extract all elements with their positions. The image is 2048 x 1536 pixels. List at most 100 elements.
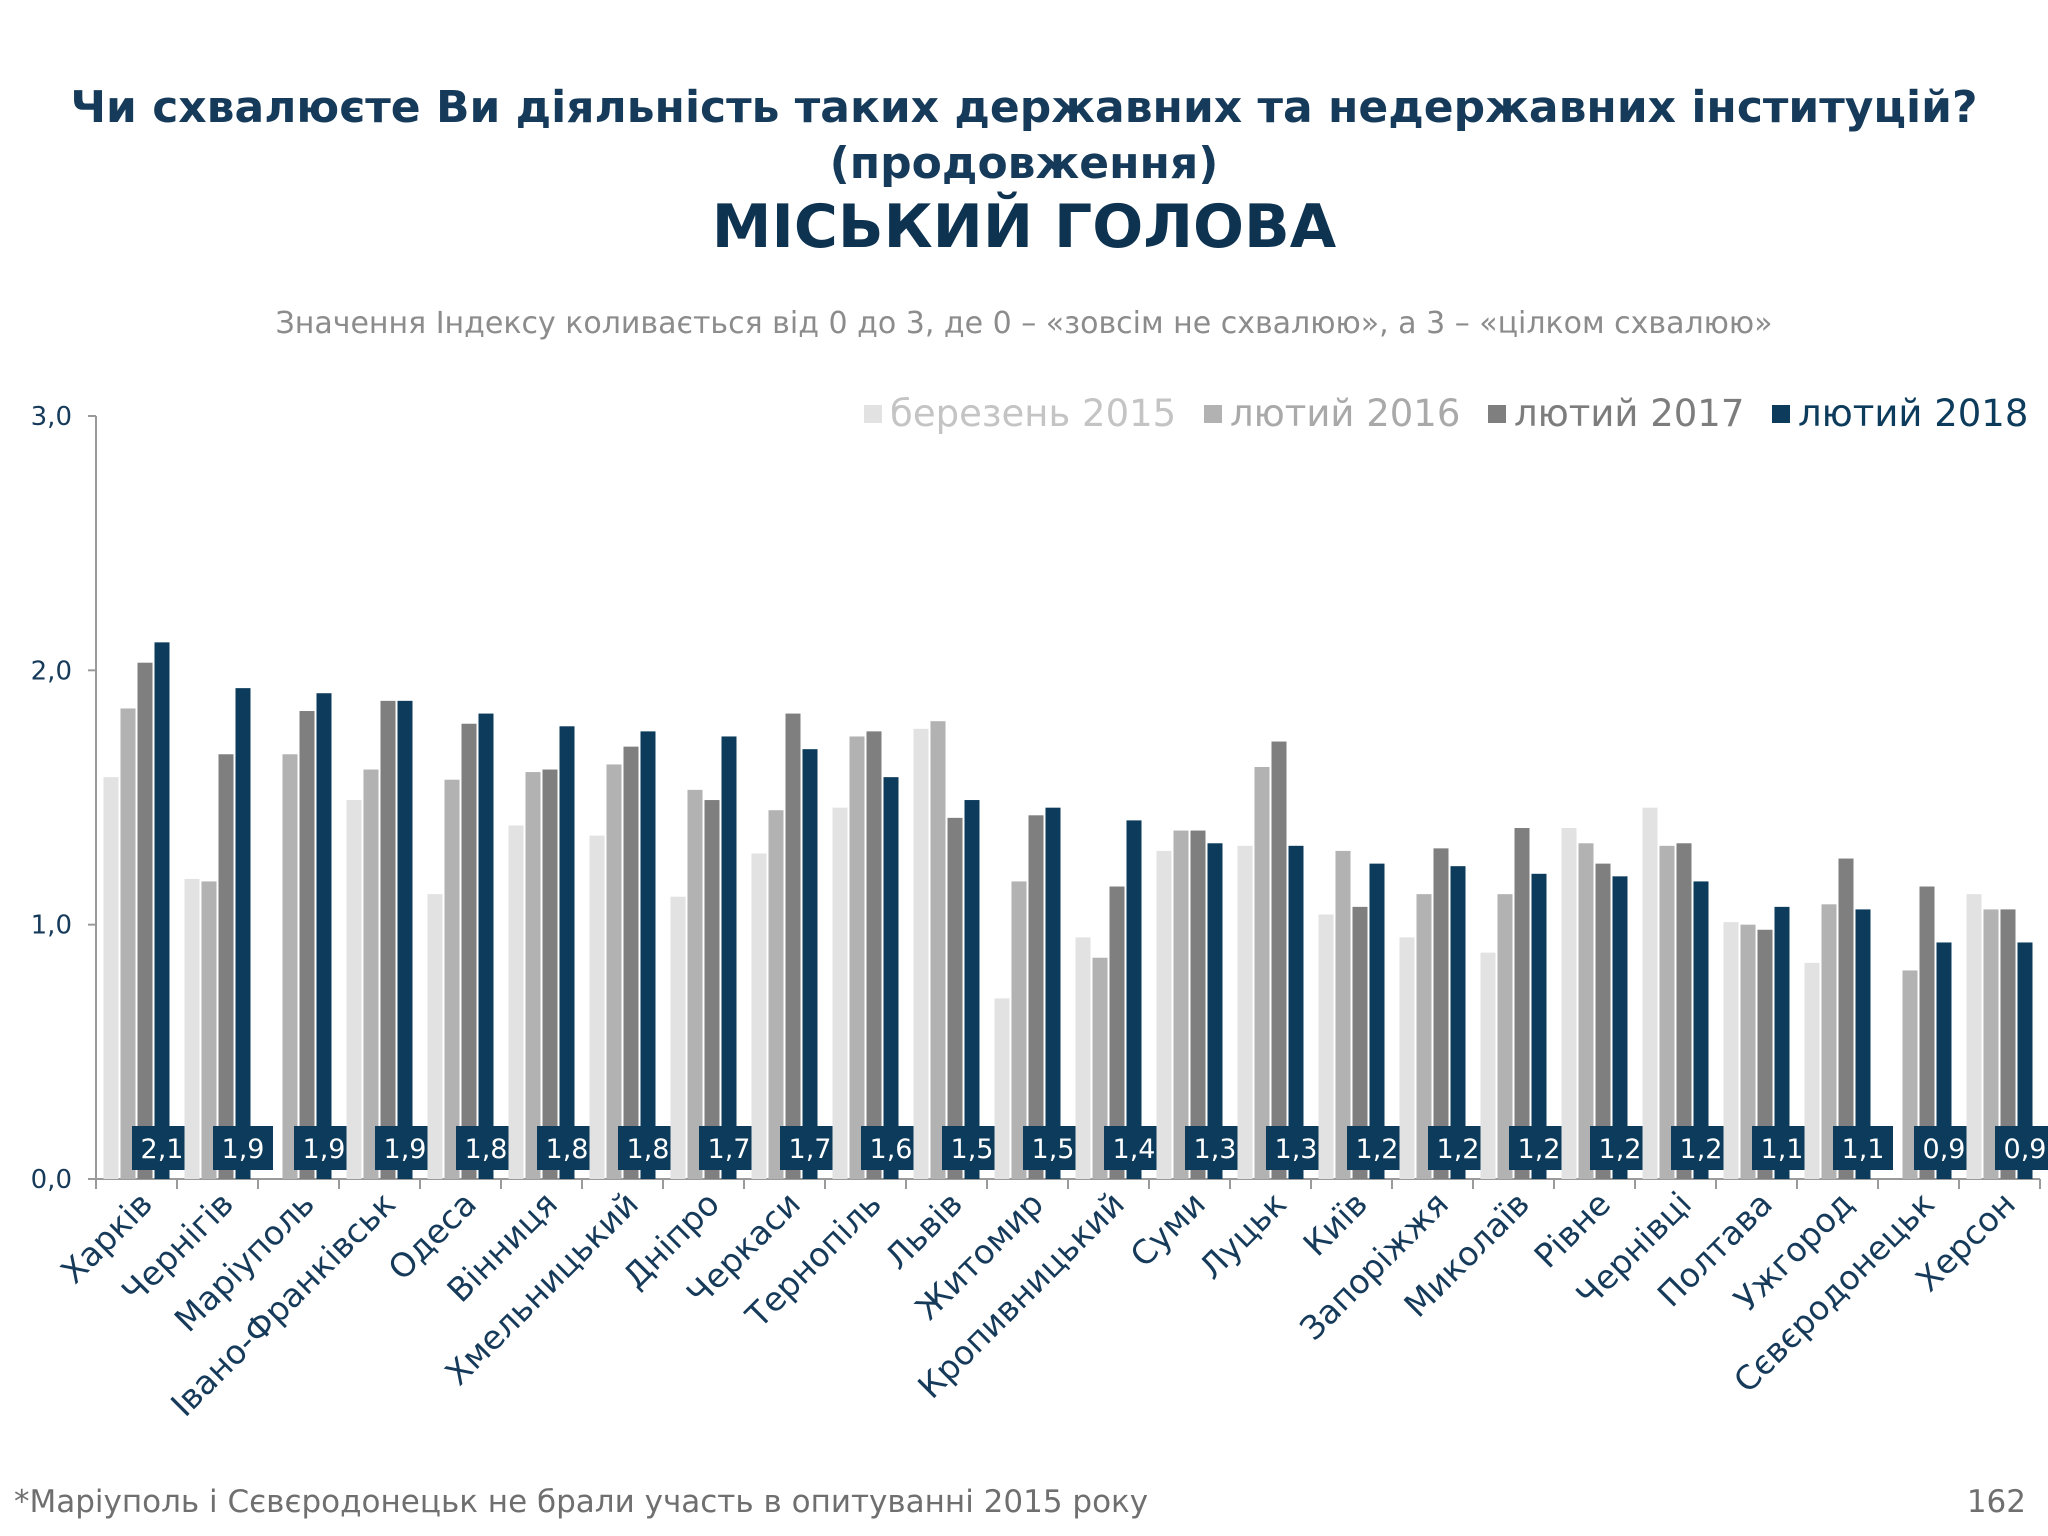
bar	[623, 746, 639, 1179]
data-label-box	[375, 1126, 435, 1170]
bar	[802, 749, 818, 1179]
page-title: МІСЬКИЙ ГОЛОВА	[711, 192, 1337, 262]
data-label-box	[1347, 1126, 1407, 1170]
bar	[1693, 881, 1709, 1179]
bar	[444, 779, 460, 1179]
bar	[2017, 942, 2033, 1179]
data-label: 1,9	[384, 1134, 427, 1165]
bar	[1804, 962, 1820, 1179]
bar	[427, 894, 443, 1179]
data-label-box	[132, 1126, 192, 1170]
data-label-box	[1023, 1126, 1083, 1170]
legend-label: березень 2015	[890, 392, 1177, 435]
data-label: 1,2	[1680, 1134, 1723, 1165]
bar	[1237, 845, 1253, 1179]
bar	[2000, 909, 2016, 1179]
data-label: 1,9	[303, 1134, 346, 1165]
data-label-box	[1590, 1126, 1650, 1170]
data-label: 1,9	[222, 1134, 265, 1165]
bar	[1190, 830, 1206, 1179]
legend-swatch	[1772, 404, 1790, 423]
data-label-box	[1185, 1126, 1245, 1170]
bar	[1271, 741, 1287, 1179]
bar	[785, 713, 801, 1179]
bar	[687, 789, 703, 1179]
bar	[1045, 807, 1061, 1179]
bar	[1561, 828, 1577, 1179]
bar	[1480, 952, 1496, 1179]
bar	[1612, 876, 1628, 1179]
bar	[508, 825, 524, 1179]
title-line-1: Чи схвалюєте Ви діяльність таких державн…	[70, 82, 1978, 133]
data-label: 1,5	[951, 1134, 994, 1165]
data-label: 1,2	[1599, 1134, 1642, 1165]
data-label-box	[1104, 1126, 1164, 1170]
data-label-box	[618, 1126, 678, 1170]
bar	[282, 754, 298, 1179]
bar	[751, 853, 767, 1179]
legend-item: лютий 2018	[1772, 392, 2028, 435]
data-label: 0,9	[1923, 1134, 1966, 1165]
legend-item: березень 2015	[864, 392, 1176, 435]
bar	[1126, 820, 1142, 1179]
bar	[768, 810, 784, 1179]
data-label: 1,7	[789, 1134, 832, 1165]
bar	[606, 764, 622, 1179]
bar	[1075, 937, 1091, 1179]
bar	[201, 881, 217, 1179]
data-label-box	[1914, 1126, 1974, 1170]
data-label: 0,9	[2004, 1134, 2047, 1165]
bar	[1028, 815, 1044, 1179]
bar	[1254, 766, 1270, 1179]
data-label-box	[537, 1126, 597, 1170]
data-label: 1,2	[1356, 1134, 1399, 1165]
legend-swatch	[1488, 404, 1506, 423]
data-label: 1,6	[870, 1134, 913, 1165]
subtitle: Значення Індексу коливається від 0 до 3,…	[275, 306, 1773, 341]
bar	[559, 726, 575, 1179]
data-label: 1,1	[1761, 1134, 1804, 1165]
data-label: 2,1	[141, 1134, 184, 1165]
bar	[1335, 850, 1351, 1179]
bar	[478, 713, 494, 1179]
bar	[1902, 970, 1918, 1179]
legend-swatch	[864, 404, 882, 423]
data-label-box	[1671, 1126, 1731, 1170]
bar	[1855, 909, 1871, 1179]
bar	[346, 800, 362, 1179]
bar	[184, 878, 200, 1179]
data-label-box	[1428, 1126, 1488, 1170]
bar	[1156, 850, 1172, 1179]
bar	[1774, 906, 1790, 1179]
bar	[363, 769, 379, 1179]
data-label-box	[780, 1126, 840, 1170]
bar	[1531, 873, 1547, 1179]
bar	[1352, 906, 1368, 1179]
bar	[947, 817, 963, 1179]
data-label-box	[861, 1126, 921, 1170]
bar	[589, 835, 605, 1179]
data-label: 1,2	[1518, 1134, 1561, 1165]
bar	[1723, 922, 1739, 1179]
bar	[721, 736, 737, 1179]
bar	[1011, 881, 1027, 1179]
bar	[1983, 909, 1999, 1179]
bar	[1173, 830, 1189, 1179]
bar	[103, 777, 119, 1179]
bar	[913, 728, 929, 1179]
data-label: 1,5	[1032, 1134, 1075, 1165]
bar	[832, 807, 848, 1179]
data-label: 1,8	[627, 1134, 670, 1165]
bar	[1919, 886, 1935, 1179]
bar	[461, 723, 477, 1179]
bar	[930, 721, 946, 1179]
y-tick-label: 3,0	[31, 402, 72, 432]
y-tick-label: 2,0	[31, 656, 72, 686]
bar	[380, 700, 396, 1179]
bar	[670, 896, 686, 1179]
bar	[1659, 845, 1675, 1179]
bar	[640, 731, 656, 1179]
legend-label: лютий 2017	[1514, 392, 1745, 435]
footnote: *Маріуполь і Сєвєродонецьк не брали учас…	[14, 1484, 1149, 1520]
data-label-box	[1509, 1126, 1569, 1170]
